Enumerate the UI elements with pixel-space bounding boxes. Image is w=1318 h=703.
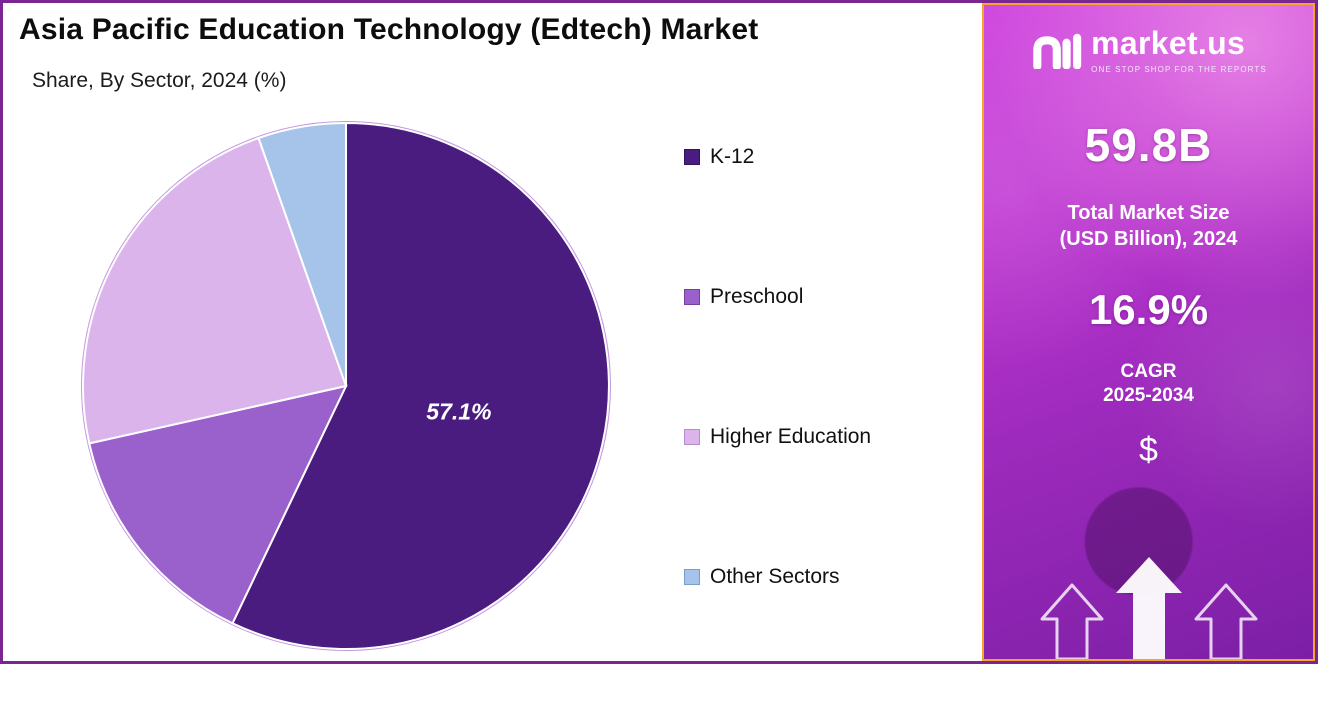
pie-slice-preschool [88,384,348,625]
brand-panel: market.us ONE STOP SHOP FOR THE REPORTS … [982,3,1315,661]
cagr-value: 16.9% [1088,285,1209,333]
legend-swatch-preschool [684,288,700,305]
legend-item-higher-education: Higher Education [684,423,871,450]
legend-label-preschool: Preschool [710,284,804,308]
market-size-label-line1: Total Market Size [1067,201,1230,224]
page-subtitle: Share, By Sector, 2024 (%) [32,69,287,92]
legend-item-preschool: Preschool [684,283,871,310]
market-size-label: Total Market Size (USD Billion), 2024 [1060,200,1238,252]
market-size-value: 59.8B [1084,118,1213,171]
legend-label-higher-education: Higher Education [710,424,872,448]
pie-slice-other-sectors [257,121,347,387]
cagr-label: CAGR 2025-2034 [1103,360,1194,409]
dollar-icon: $ [1139,430,1158,469]
legend-swatch-higher-education [684,428,700,445]
cagr-period: 2025-2034 [1103,385,1194,407]
legend-swatch-other-sectors [684,568,700,585]
logo-tagline: ONE STOP SHOP FOR THE REPORTS [1091,64,1267,74]
legend-label-k-12: K-12 [710,144,755,168]
chart-panel: Asia Pacific Education Technology (Edtec… [3,3,982,661]
logo-text-block: market.us ONE STOP SHOP FOR THE REPORTS [1091,25,1267,74]
pie-data-label: 57.1% [426,399,491,425]
brand-logo: market.us ONE STOP SHOP FOR THE REPORTS [1030,25,1267,74]
infographic-frame: Asia Pacific Education Technology (Edtec… [0,0,1318,664]
cagr-label-text: CAGR [1120,360,1177,382]
legend-label-other-sectors: Other Sectors [710,564,840,588]
legend-swatch-k-12 [684,148,700,165]
pie-chart: 57.1% [81,121,611,651]
market-size-label-line2: (USD Billion), 2024 [1059,227,1238,250]
legend-item-k-12: K-12 [684,143,871,170]
legend-item-other-sectors: Other Sectors [684,563,871,590]
pie-slice-k-12 [231,121,610,650]
chart-legend: K-12 Preschool Higher Education Other Secto… [684,143,871,703]
pie-slice-higher-education [82,136,348,445]
logo-text: market.us [1091,25,1246,61]
page-title: Asia Pacific Education Technology (Edtec… [19,13,759,46]
growth-arrows-icon [1040,557,1257,659]
market-us-logo-icon [1033,33,1082,69]
